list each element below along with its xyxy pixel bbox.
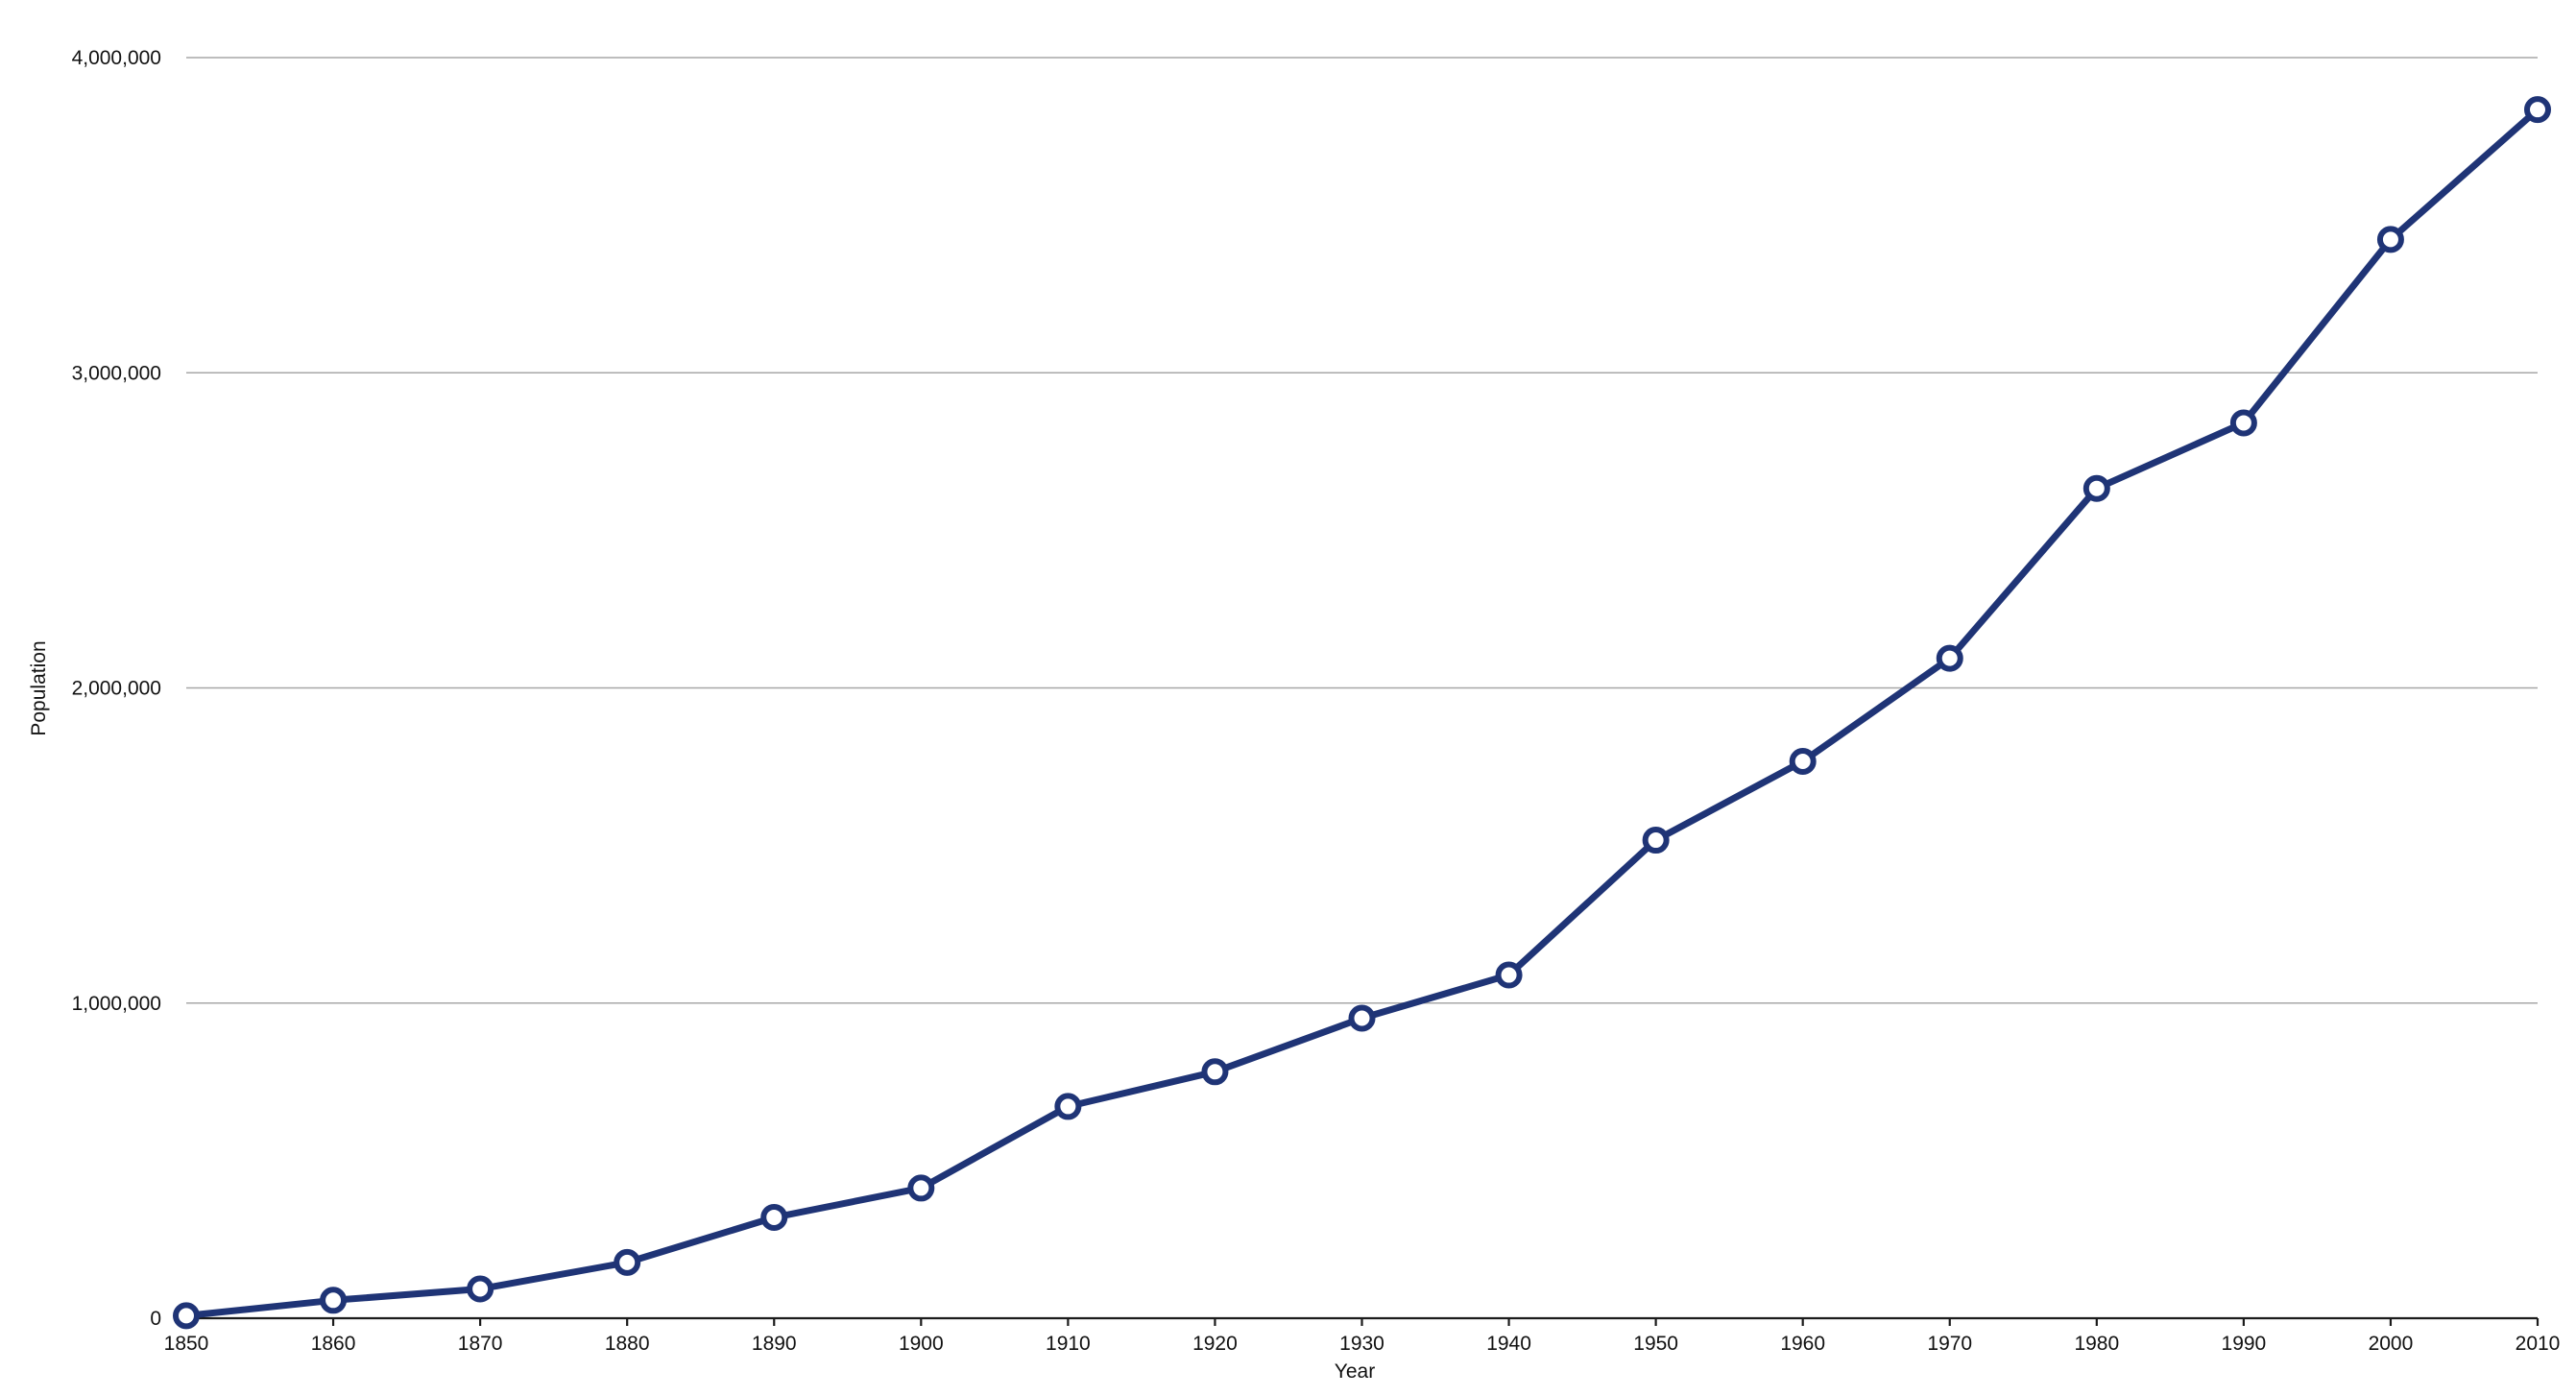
x-tick-label: 2010 (2516, 1333, 2561, 1355)
y-tick-label: 2,000,000 (72, 678, 161, 700)
data-point-1950 (1642, 827, 1670, 854)
x-tick-label: 1930 (1339, 1333, 1384, 1355)
data-point-1990 (2229, 409, 2257, 437)
x-tick-label: 1860 (311, 1333, 356, 1355)
y-tick-label: 4,000,000 (72, 47, 161, 69)
data-point-1920 (1201, 1058, 1229, 1086)
data-point-1930 (1348, 1004, 1376, 1032)
x-tick-label: 1970 (1927, 1333, 1972, 1355)
data-series (173, 96, 2551, 1330)
x-tick-label: 1980 (2074, 1333, 2119, 1355)
data-point-1910 (1054, 1093, 1082, 1120)
population-series-line (182, 106, 2541, 1319)
x-tick-label: 1960 (1780, 1333, 1825, 1355)
x-axis-title: Year (1335, 1360, 1375, 1383)
x-tick-label: 2000 (2369, 1333, 2414, 1355)
data-point-1980 (2082, 474, 2110, 502)
data-point-1940 (1495, 961, 1523, 989)
data-point-1970 (1936, 644, 1963, 672)
x-tick-label: 1920 (1192, 1333, 1238, 1355)
x-tick-label: 1880 (605, 1333, 650, 1355)
data-point-2010 (2524, 96, 2551, 124)
data-point-1870 (467, 1275, 494, 1303)
data-point-1960 (1789, 747, 1817, 775)
data-point-1900 (907, 1174, 935, 1202)
gridlines (186, 57, 2538, 1004)
y-tick-label: 0 (150, 1308, 161, 1330)
data-point-1860 (320, 1287, 348, 1314)
y-tick-label: 1,000,000 (72, 993, 161, 1015)
data-point-1850 (173, 1302, 200, 1330)
x-tick-label: 1990 (2222, 1333, 2267, 1355)
x-tick-label: 1900 (899, 1333, 944, 1355)
y-tick-label: 3,000,000 (72, 362, 161, 384)
axes (184, 1316, 2540, 1326)
tick-labels: 0 1,000,000 2,000,000 3,000,000 4,000,000 185… (72, 47, 2561, 1355)
data-point-1880 (614, 1248, 641, 1276)
data-point-2000 (2376, 226, 2404, 253)
data-point-1890 (760, 1203, 788, 1231)
y-axis-title: Population (28, 640, 50, 735)
x-tick-label: 1870 (458, 1333, 503, 1355)
x-tick-label: 1910 (1046, 1333, 1091, 1355)
x-tick-label: 1890 (752, 1333, 797, 1355)
x-tick-label: 1940 (1486, 1333, 1531, 1355)
x-tick-label: 1850 (164, 1333, 209, 1355)
x-tick-label: 1950 (1633, 1333, 1678, 1355)
